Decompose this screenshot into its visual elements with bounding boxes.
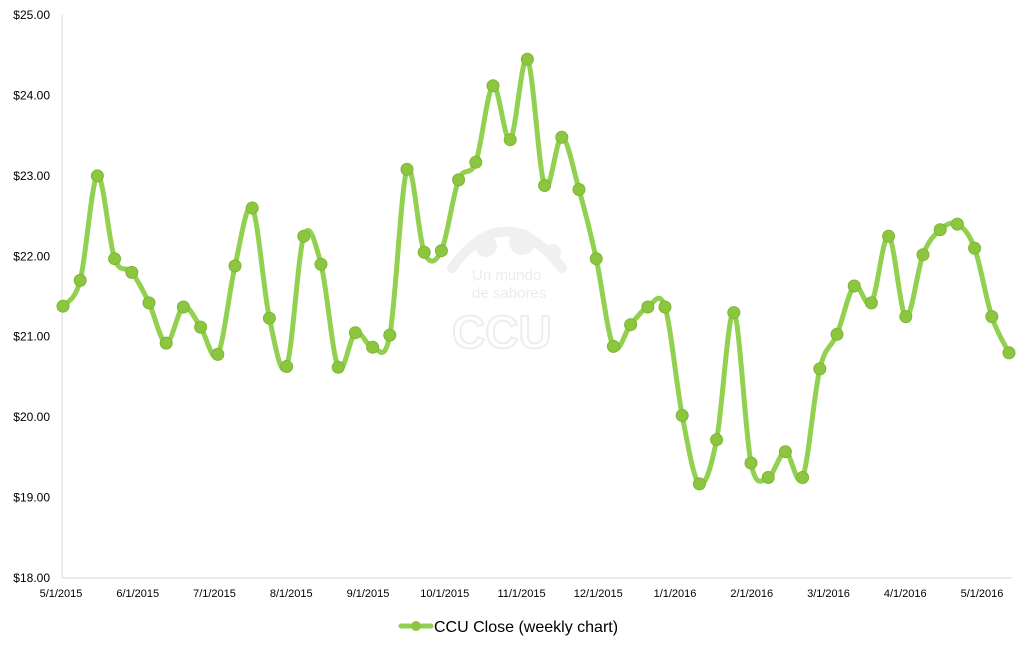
data-point: [727, 306, 741, 320]
x-tick-label: 9/1/2015: [347, 588, 390, 600]
data-point: [452, 173, 466, 187]
data-point: [744, 456, 758, 470]
x-tick-label: 7/1/2015: [193, 588, 236, 600]
data-point: [73, 273, 87, 287]
series-points: [56, 52, 1016, 491]
data-point: [950, 217, 964, 231]
x-tick-label: 5/1/2015: [40, 588, 83, 600]
data-point: [641, 300, 655, 314]
data-point: [211, 347, 225, 361]
data-point: [297, 229, 311, 243]
series-line: [60, 56, 1012, 487]
watermark-line1: Un mundo: [472, 267, 541, 284]
data-point: [675, 409, 689, 422]
legend: CCU Close (weekly chart): [398, 619, 618, 636]
watermark-logo: CCU: [452, 306, 552, 358]
legend-label: CCU Close (weekly chart): [434, 619, 618, 636]
legend-marker-icon: [411, 621, 421, 631]
data-point: [813, 362, 827, 376]
watermark-dot-icon: [475, 235, 497, 257]
data-point: [159, 336, 173, 350]
watermark-dot-icon: [545, 244, 561, 260]
data-point: [417, 245, 431, 259]
data-point: [589, 252, 603, 266]
watermark-dot-icon: [509, 229, 535, 255]
data-point: [366, 340, 380, 354]
x-tick-label: 3/1/2016: [807, 588, 850, 600]
data-point: [847, 279, 861, 293]
y-tick-label: $23.00: [13, 169, 50, 183]
data-point: [125, 265, 139, 279]
ccu-watermark: Un mundo de sabores CCU: [447, 226, 567, 359]
data-point: [916, 248, 930, 262]
data-point: [520, 52, 534, 66]
data-point: [486, 79, 500, 93]
data-point: [778, 445, 792, 459]
x-tick-label: 2/1/2016: [730, 588, 773, 600]
x-tick-label: 12/1/2015: [574, 588, 623, 600]
x-tick-labels: 5/1/2015 6/1/2015 7/1/2015 8/1/2015 9/1/2015…: [40, 588, 1004, 600]
data-point: [864, 296, 878, 310]
data-point: [503, 133, 517, 147]
y-tick-label: $20.00: [13, 410, 50, 424]
x-tick-label: 10/1/2015: [420, 588, 469, 600]
y-tick-label: $19.00: [13, 491, 50, 505]
data-point: [331, 360, 345, 374]
data-point: [555, 130, 569, 144]
data-point: [348, 326, 362, 340]
data-point: [796, 471, 810, 484]
data-point: [469, 155, 483, 169]
data-point: [245, 201, 259, 215]
data-point: [434, 244, 448, 258]
data-point: [624, 318, 638, 332]
data-point: [692, 477, 706, 491]
data-point: [262, 311, 276, 325]
y-tick-label: $25.00: [13, 8, 50, 22]
data-point: [383, 328, 397, 342]
x-tick-label: 8/1/2015: [270, 588, 313, 600]
data-point: [400, 162, 414, 176]
y-tick-label: $21.00: [13, 330, 50, 344]
watermark-line2: de sabores: [472, 285, 546, 302]
data-point: [658, 300, 672, 314]
data-point: [538, 179, 552, 192]
data-point: [985, 310, 999, 324]
data-point: [933, 223, 947, 237]
data-point: [280, 360, 294, 373]
data-point: [90, 169, 104, 183]
y-tick-label: $22.00: [13, 249, 50, 263]
data-point: [142, 296, 156, 310]
data-point: [1002, 346, 1016, 360]
x-tick-label: 6/1/2015: [116, 588, 159, 600]
x-tick-label: 4/1/2016: [884, 588, 927, 600]
data-point: [108, 252, 122, 266]
data-point: [572, 183, 586, 196]
data-point: [194, 320, 208, 334]
data-point: [56, 299, 70, 313]
data-point: [314, 257, 328, 271]
data-point: [968, 241, 982, 255]
data-point: [830, 327, 844, 341]
data-point: [176, 300, 190, 314]
x-tick-label: 5/1/2016: [961, 588, 1004, 600]
y-tick-labels: $18.00 $19.00 $20.00 $21.00 $22.00 $23.00 $24.…: [13, 8, 50, 585]
data-point: [228, 259, 242, 273]
data-point: [761, 471, 775, 484]
data-point: [882, 229, 896, 243]
data-point: [899, 310, 913, 324]
y-tick-label: $24.00: [13, 88, 50, 102]
y-tick-label: $18.00: [13, 571, 50, 585]
x-tick-label: 1/1/2016: [654, 588, 697, 600]
x-tick-label: 11/1/2015: [497, 588, 545, 600]
data-point: [606, 339, 620, 353]
data-point: [710, 433, 724, 447]
